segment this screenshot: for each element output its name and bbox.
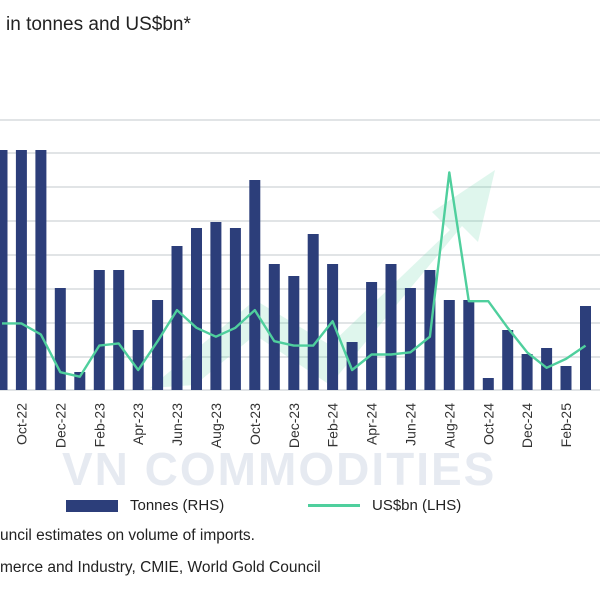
- legend-swatch-bar: [66, 499, 118, 512]
- bar-Aug-23: [210, 222, 222, 390]
- bar-Feb-25: [560, 366, 572, 390]
- bar-Sep-23: [229, 228, 241, 390]
- legend-label-tonnes: Tonnes (RHS): [130, 497, 225, 514]
- bar-Sep-22: [0, 150, 8, 390]
- bar-Jun-24: [404, 288, 416, 390]
- x-tick-label: Oct-23: [247, 403, 263, 445]
- x-axis-ticks: Oct-22 Dec-22 Feb-23 Apr-23 Jun-23 Aug-23 Oct-…: [13, 403, 574, 448]
- legend-item-tonnes: Tonnes (RHS): [66, 497, 224, 514]
- legend-label-usd: US$bn (LHS): [372, 497, 462, 514]
- x-tick-label: Feb-25: [558, 403, 574, 448]
- bar-Jan-24: [307, 234, 319, 390]
- bar-May-24: [385, 264, 397, 390]
- bar-Aug-24: [443, 300, 455, 390]
- bar-Nov-22: [35, 150, 47, 390]
- x-tick-label: Feb-24: [325, 403, 341, 448]
- bar-Nov-24: [502, 330, 514, 390]
- legend-swatch-line: [308, 504, 360, 507]
- bar-Mar-25: [580, 306, 591, 390]
- bar-Feb-23: [93, 270, 105, 390]
- bar-Mar-23: [113, 270, 125, 390]
- bars-group: [0, 150, 591, 390]
- bar-Oct-24: [482, 378, 494, 390]
- x-tick-label: Dec-24: [519, 403, 535, 448]
- x-tick-label: Dec-22: [52, 403, 68, 448]
- bar-Dec-23: [288, 276, 300, 390]
- source-note: merce and Industry, CMIE, World Gold Cou…: [0, 559, 321, 576]
- bar-Sep-24: [463, 300, 475, 390]
- usd-line-series: [2, 171, 587, 378]
- bar-Jul-23: [191, 228, 202, 390]
- x-tick-label: Aug-23: [208, 403, 224, 448]
- bar-Mar-24: [346, 342, 358, 390]
- bar-Feb-24: [327, 264, 339, 390]
- bar-Jan-23: [74, 372, 86, 390]
- x-tick-label: Dec-23: [286, 403, 302, 448]
- chart-title: in tonnes and US$bn*: [6, 14, 191, 35]
- bar-May-23: [152, 300, 164, 390]
- x-tick-label: Feb-23: [91, 403, 107, 448]
- x-tick-label: Apr-24: [364, 403, 380, 445]
- bar-Oct-22: [15, 150, 27, 390]
- bar-Oct-23: [249, 180, 261, 390]
- bar-Dec-24: [521, 354, 533, 390]
- bar-Dec-22: [54, 288, 66, 390]
- x-tick-label: Jun-24: [402, 403, 418, 446]
- x-tick-label: Jun-23: [169, 403, 185, 446]
- x-tick-label: Oct-24: [480, 403, 496, 445]
- watermark-text: VN COMMODITIES: [62, 443, 497, 495]
- x-tick-label: Aug-24: [441, 403, 457, 448]
- bar-Jan-25: [541, 348, 553, 390]
- bar-Nov-23: [268, 264, 280, 390]
- x-tick-label: Apr-23: [130, 403, 146, 445]
- footnote: uncil estimates on volume of imports.: [0, 527, 255, 544]
- legend-item-usd: US$bn (LHS): [308, 497, 461, 514]
- bar-Apr-24: [366, 282, 378, 390]
- bar-Apr-23: [132, 330, 144, 390]
- bar-Jun-23: [171, 246, 183, 390]
- x-tick-label: Oct-22: [13, 403, 29, 445]
